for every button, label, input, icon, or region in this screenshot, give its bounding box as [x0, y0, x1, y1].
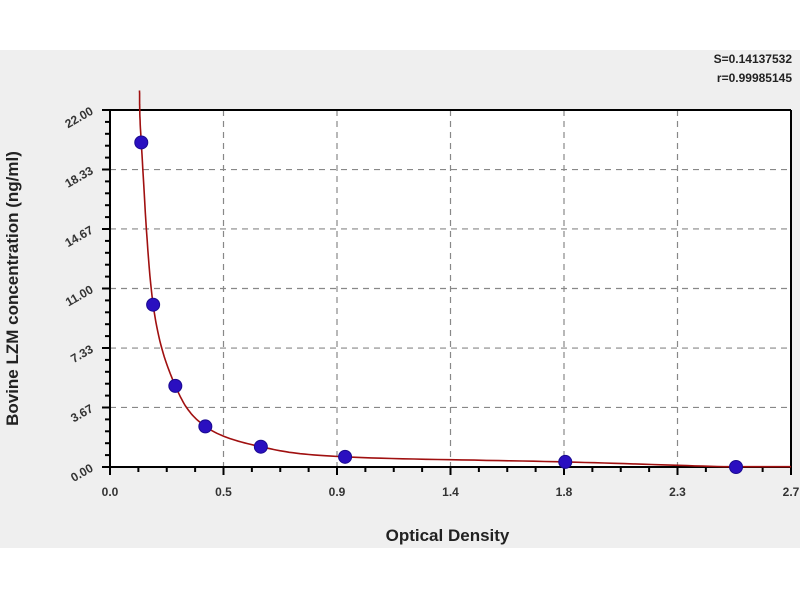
y-tick-label: 22.00: [62, 104, 95, 131]
s-value: S=0.14137532: [713, 52, 792, 66]
x-tick-label: 0.5: [215, 485, 232, 499]
r-value: r=0.99985145: [716, 71, 792, 85]
y-tick-label: 18.33: [62, 163, 95, 190]
x-tick-label: 2.3: [669, 485, 686, 499]
x-tick-label: 0.0: [102, 485, 119, 499]
y-tick-label: 14.67: [62, 223, 95, 250]
x-tick-label: 1.8: [556, 485, 573, 499]
x-tick-label: 2.7: [783, 485, 800, 499]
data-point: [146, 297, 161, 312]
y-tick-label: 11.00: [63, 282, 96, 309]
y-axis-label: Bovine LZM concentration (ng/ml): [3, 151, 22, 426]
y-tick-label: 0.00: [68, 461, 96, 485]
data-point: [729, 460, 744, 474]
fit-curve: [138, 90, 791, 468]
data-point: [198, 419, 213, 434]
x-tick-label: 1.4: [442, 485, 459, 499]
data-point: [134, 135, 149, 150]
data-point: [253, 439, 268, 454]
y-tick-label: 7.33: [68, 342, 96, 366]
data-point: [558, 454, 573, 469]
y-tick-label: 3.67: [68, 401, 96, 425]
data-point: [168, 378, 183, 393]
x-tick-label: 0.9: [329, 485, 346, 499]
data-point: [338, 449, 353, 464]
x-axis-label: Optical Density: [386, 526, 510, 545]
